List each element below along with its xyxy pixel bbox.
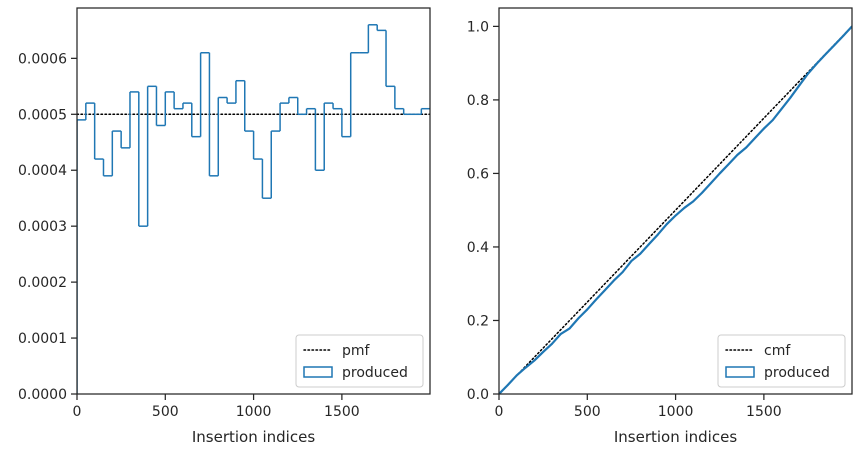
legend: pmf produced	[295, 334, 424, 388]
y-tick-label: 0.0	[467, 387, 489, 403]
x-tick-label: 500	[152, 404, 179, 420]
legend-frame	[717, 334, 846, 388]
legend-produced-label: produced	[764, 365, 830, 381]
produced-point	[612, 279, 615, 282]
x-tick-label: 1500	[324, 404, 360, 420]
x-tick-label: 1000	[658, 404, 694, 420]
y-tick-label: 0.2	[467, 313, 489, 329]
produced-point	[674, 214, 677, 217]
y-tick-label: 0.0002	[18, 275, 67, 291]
produced-point	[771, 119, 774, 122]
produced-point	[586, 308, 589, 311]
produced-point	[551, 342, 553, 345]
y-tick-label: 0.6	[467, 166, 489, 182]
produced-point	[683, 206, 686, 209]
y-tick-label: 0.4	[467, 240, 489, 256]
legend-produced-label: produced	[342, 365, 408, 381]
produced-point	[533, 359, 536, 362]
y-tick-label: 0.0004	[18, 163, 67, 179]
produced-point	[701, 191, 703, 194]
x-tick-label: 500	[574, 404, 601, 420]
pmf-panel: 0 500 1000 1500 0.0000 0.0001 0.0002 0.0003 0.00…	[18, 7, 431, 446]
legend-pmf-label: pmf	[342, 343, 371, 359]
produced-point	[515, 374, 518, 377]
produced-point	[665, 223, 668, 226]
produced-point	[542, 351, 545, 353]
produced-point	[798, 84, 801, 87]
produced-point	[754, 137, 756, 139]
produced-point	[648, 243, 650, 245]
produced-point	[692, 200, 695, 203]
x-tick-label: 1000	[236, 404, 272, 420]
produced-point	[762, 127, 765, 130]
x-tick-label: 0	[495, 404, 504, 420]
produced-point	[727, 163, 730, 166]
produced-point	[506, 384, 509, 386]
cmf-line	[499, 25, 852, 394]
produced-point	[833, 44, 836, 46]
plot-area	[499, 25, 852, 394]
produced-point	[789, 96, 792, 99]
produced-point	[595, 298, 598, 301]
x-tick-label: 1500	[746, 404, 782, 420]
legend-produced-swatch	[303, 366, 333, 378]
produced-point	[657, 233, 659, 236]
produced-point	[568, 327, 571, 330]
y-tick-label: 0.0001	[18, 331, 67, 347]
produced-point	[577, 317, 580, 320]
legend-frame	[295, 334, 424, 388]
y-tick-label: 0.8	[467, 93, 489, 109]
produced-point	[842, 34, 845, 37]
produced-point	[718, 172, 721, 175]
produced-point	[824, 53, 827, 56]
x-axis-label: Insertion indices	[192, 428, 315, 446]
y-tick-label: 0.0000	[18, 387, 67, 403]
x-tick-label: 0	[73, 404, 82, 420]
cmf-panel: 0 500 1000 1500 0.0 0.2 0.4 0.6 0.8 1.0 Insertion …	[467, 7, 853, 446]
produced-point	[630, 260, 633, 262]
legend-produced-swatch	[725, 366, 755, 378]
y-tick-label: 0.0003	[18, 219, 67, 235]
produced-point	[736, 153, 739, 156]
y-tick-label: 1.0	[467, 19, 489, 35]
produced-point	[524, 366, 527, 369]
produced-point	[604, 289, 606, 292]
plot-area	[77, 24, 430, 394]
produced-point	[710, 182, 712, 185]
y-tick-label: 0.0005	[18, 107, 67, 123]
y-tick-label: 0.0006	[18, 51, 67, 67]
x-axis-label: Insertion indices	[614, 428, 737, 446]
produced-point	[639, 252, 642, 255]
produced-point	[559, 332, 562, 335]
produced-point	[745, 146, 748, 149]
produced-point	[780, 108, 783, 110]
produced-point	[815, 62, 818, 65]
produced-point	[621, 271, 624, 274]
legend: cmf produced	[717, 334, 846, 388]
legend-cmf-label: cmf	[764, 343, 791, 359]
produced-steps	[77, 24, 430, 394]
produced-point	[807, 72, 809, 75]
